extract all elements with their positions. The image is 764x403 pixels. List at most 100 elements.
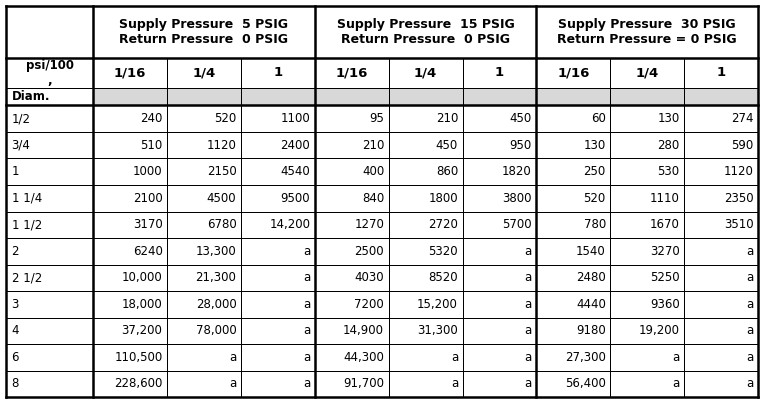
Text: 5250: 5250	[650, 271, 680, 284]
Text: 3270: 3270	[650, 245, 680, 258]
Text: 6780: 6780	[206, 218, 236, 231]
Bar	[6, 212, 93, 238]
Bar	[241, 264, 315, 291]
Bar	[610, 291, 684, 318]
Text: 2150: 2150	[206, 165, 236, 178]
Bar	[536, 88, 610, 106]
Bar	[167, 132, 241, 158]
Text: 510: 510	[141, 139, 163, 152]
Bar	[315, 344, 389, 370]
Bar	[536, 370, 610, 397]
Text: 9180: 9180	[576, 324, 606, 337]
Bar	[684, 185, 758, 212]
Text: a: a	[525, 271, 532, 284]
Text: 1/4: 1/4	[414, 66, 437, 79]
Text: 14,200: 14,200	[269, 218, 310, 231]
Bar	[6, 291, 93, 318]
Text: 1 1/2: 1 1/2	[11, 218, 42, 231]
Text: 28,000: 28,000	[196, 298, 236, 311]
Text: 2500: 2500	[354, 245, 384, 258]
Text: 110,500: 110,500	[115, 351, 163, 364]
Bar	[536, 212, 610, 238]
Bar	[93, 106, 167, 132]
Text: 520: 520	[214, 112, 236, 125]
Text: 1110: 1110	[649, 192, 680, 205]
Text: 10,000: 10,000	[121, 271, 163, 284]
Text: 19,200: 19,200	[639, 324, 680, 337]
Text: a: a	[303, 351, 310, 364]
Bar	[389, 344, 462, 370]
Text: 8520: 8520	[429, 271, 458, 284]
Text: 1670: 1670	[649, 218, 680, 231]
Bar	[389, 58, 462, 88]
Bar	[241, 158, 315, 185]
Bar	[462, 58, 536, 88]
Text: 18,000: 18,000	[121, 298, 163, 311]
Text: 1000: 1000	[133, 165, 163, 178]
Bar	[389, 370, 462, 397]
Text: 2100: 2100	[133, 192, 163, 205]
Text: 60: 60	[591, 112, 606, 125]
Bar	[315, 88, 389, 106]
Bar	[167, 58, 241, 88]
Bar	[389, 88, 462, 106]
Text: 2720: 2720	[428, 218, 458, 231]
Text: a: a	[303, 324, 310, 337]
Bar	[315, 6, 536, 58]
Text: 91,700: 91,700	[343, 377, 384, 390]
Text: a: a	[746, 298, 753, 311]
Bar	[6, 106, 93, 132]
Bar	[315, 318, 389, 344]
Bar	[536, 158, 610, 185]
Bar	[462, 185, 536, 212]
Text: 130: 130	[584, 139, 606, 152]
Text: 13,300: 13,300	[196, 245, 236, 258]
Bar	[684, 106, 758, 132]
Text: 3170: 3170	[133, 218, 163, 231]
Bar	[315, 212, 389, 238]
Text: 210: 210	[435, 112, 458, 125]
Bar	[167, 291, 241, 318]
Bar	[462, 106, 536, 132]
Text: a: a	[746, 245, 753, 258]
Bar	[462, 238, 536, 264]
Bar	[6, 88, 93, 106]
Bar	[536, 318, 610, 344]
Bar	[315, 58, 389, 88]
Bar	[241, 58, 315, 88]
Text: Supply Pressure  15 PSIG
Return Pressure  0 PSIG: Supply Pressure 15 PSIG Return Pressure …	[337, 18, 514, 46]
Bar	[610, 58, 684, 88]
Text: a: a	[746, 324, 753, 337]
Text: a: a	[672, 351, 680, 364]
Text: a: a	[303, 377, 310, 390]
Bar	[93, 58, 167, 88]
Bar	[93, 291, 167, 318]
Bar	[536, 132, 610, 158]
Text: a: a	[303, 271, 310, 284]
Bar	[462, 318, 536, 344]
Bar	[462, 158, 536, 185]
Text: 1/16: 1/16	[335, 66, 368, 79]
Bar	[241, 212, 315, 238]
Bar	[315, 264, 389, 291]
Text: 2480: 2480	[576, 271, 606, 284]
Bar	[6, 58, 93, 88]
Bar	[93, 88, 167, 106]
Bar	[241, 318, 315, 344]
Text: 1/16: 1/16	[114, 66, 146, 79]
Bar	[462, 88, 536, 106]
Bar	[536, 238, 610, 264]
Text: a: a	[525, 351, 532, 364]
Text: 228,600: 228,600	[114, 377, 163, 390]
Bar	[93, 344, 167, 370]
Text: 14,900: 14,900	[343, 324, 384, 337]
Bar	[684, 264, 758, 291]
Bar	[315, 185, 389, 212]
Bar	[536, 344, 610, 370]
Text: 2350: 2350	[724, 192, 753, 205]
Bar	[93, 158, 167, 185]
Text: 8: 8	[11, 377, 19, 390]
Bar	[241, 344, 315, 370]
Text: 530: 530	[658, 165, 680, 178]
Text: 7200: 7200	[354, 298, 384, 311]
